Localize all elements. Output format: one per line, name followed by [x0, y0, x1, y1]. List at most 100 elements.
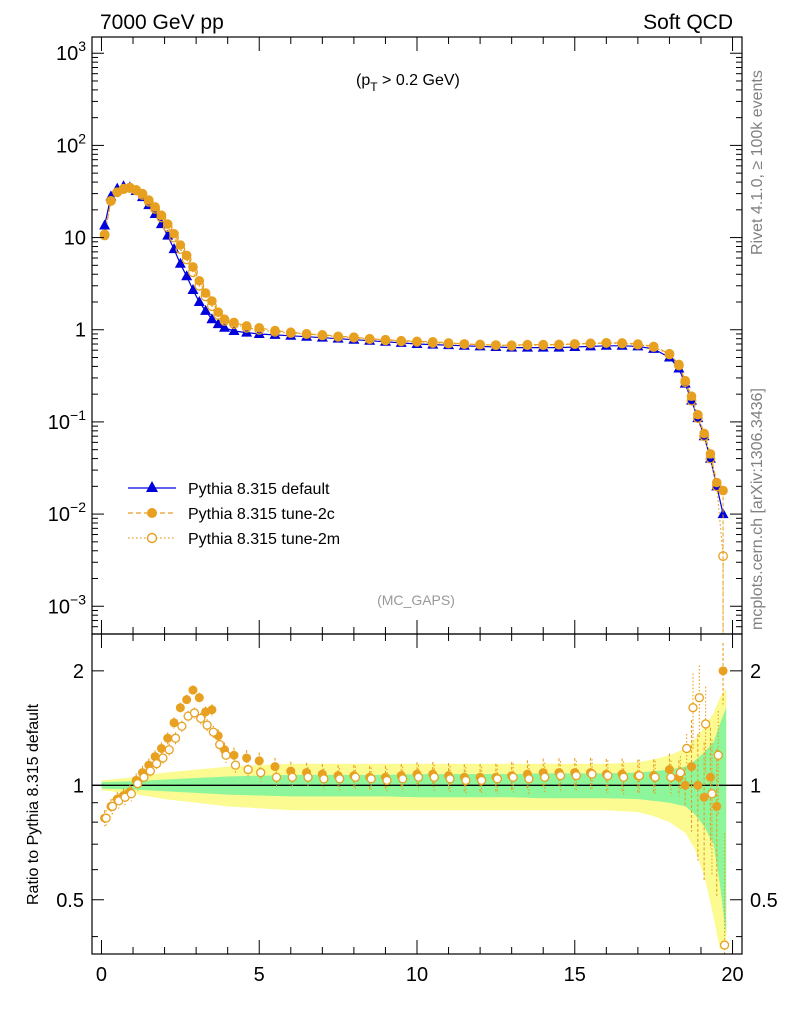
tune2m-point — [124, 183, 135, 193]
tune2c-point — [506, 340, 517, 350]
ratio-tune2m-point — [126, 789, 137, 799]
tune2c-point — [380, 334, 391, 345]
tune2m-point — [348, 332, 359, 343]
ratio-tune2m-point — [540, 772, 550, 782]
default-point — [717, 508, 729, 519]
ratio-tune2c-point — [169, 718, 179, 728]
ratio-tune2m-point — [634, 771, 645, 781]
tune2m-point — [241, 322, 252, 333]
tune2c-point — [349, 332, 359, 343]
ratio-axes: 0.5 0.5 1 1 2 2 — [56, 634, 778, 954]
tune2m-point — [443, 338, 454, 349]
tune2c-point — [554, 339, 564, 350]
tune2m-point — [427, 337, 438, 348]
tune2m-point — [554, 339, 564, 350]
legend-entry-default: Pythia 8.315 default — [128, 481, 330, 498]
tune2m-point — [699, 431, 710, 442]
tune2m-point — [459, 339, 470, 349]
tune2m-point — [686, 395, 697, 406]
ratio-tune2m-point — [177, 721, 187, 731]
ratio-tune2m-point — [151, 759, 162, 769]
ratio-tune2c-point — [182, 695, 192, 705]
tune2m-point — [200, 291, 211, 302]
legend-label-default: Pythia 8.315 default — [188, 481, 330, 498]
ratio-tune2c-point — [194, 693, 204, 703]
ratio-tune2m-point — [382, 775, 392, 786]
tune2m-point — [137, 190, 148, 200]
main-y-tick-label: 10−3 — [48, 591, 86, 618]
ratio-tune2m-point — [700, 719, 711, 729]
ratio-tune2m-point — [508, 772, 518, 782]
tune2m-point — [99, 229, 110, 240]
ratio-tune2m-point — [196, 713, 206, 723]
tune2c-point — [162, 219, 173, 229]
default-point — [193, 295, 205, 306]
tune2m-point — [194, 280, 205, 291]
tune2c-point — [648, 341, 659, 352]
tune2c-point — [412, 336, 422, 347]
tune2c-point — [301, 329, 312, 339]
tune2c-point — [194, 275, 205, 286]
tune2c-point — [364, 333, 375, 344]
legend-marker-tune2m — [146, 532, 158, 544]
main-series-layer — [99, 180, 729, 634]
ratio-tune2m-point — [101, 813, 111, 823]
pt-cut-p: (p — [356, 72, 370, 89]
pt-cut-rest: > 0.2 GeV) — [378, 72, 460, 89]
main-y-tick-label: 10−2 — [48, 499, 86, 526]
ratio-tune2m-point — [492, 774, 503, 784]
rivet-label: Rivet 4.1.0, ≥ 100k events — [749, 70, 766, 255]
ratio-tune2m-point — [555, 771, 566, 781]
ratio-tune2c-point — [705, 772, 715, 782]
tune2m-point — [156, 212, 167, 223]
ratio-tune2m-point — [158, 753, 168, 763]
tune2m-point — [175, 244, 186, 255]
ratio-y-tick-label-right: 1 — [750, 775, 761, 797]
ratio-tune2m-point — [650, 772, 660, 782]
tune2c-point — [254, 322, 265, 333]
tune2m-point — [648, 342, 659, 352]
tune2c-point — [569, 339, 580, 349]
default-point — [219, 321, 231, 332]
ratio-tune2m-point — [571, 771, 581, 781]
ratio-tune2m-point — [319, 774, 329, 784]
ratio-tune2m-point — [719, 940, 730, 950]
main-y-tick-label: 10−1 — [48, 407, 86, 434]
tune2c-point — [213, 307, 224, 317]
legend: Pythia 8.315 default Pythia 8.315 tune-2… — [128, 481, 340, 548]
tune2m-point — [105, 195, 116, 206]
main-y-tick-label: 10 — [64, 228, 86, 250]
tune2m-point — [150, 203, 161, 214]
ratio-tune2m-point — [215, 739, 225, 750]
tune2m-point — [475, 339, 486, 350]
ratio-tune2c-point — [699, 792, 709, 802]
pt-cut-sub: T — [370, 80, 378, 94]
tune2m-point — [364, 334, 375, 345]
ratio-tune2m-point — [303, 772, 313, 782]
tune2m-point — [538, 340, 549, 351]
ratio-frame — [91, 633, 743, 955]
default-point — [162, 229, 174, 240]
tune2c-point — [491, 340, 501, 350]
tune2c-point — [475, 339, 485, 350]
legend-marker-default — [146, 481, 158, 492]
tune2c-point — [522, 339, 533, 350]
ratio-tune2c-point — [718, 666, 728, 676]
ratio-tune2m-point — [603, 771, 613, 781]
ratio-tune2m-point — [202, 720, 212, 730]
ratio-tune2c-point — [680, 780, 690, 790]
tune2m-point — [680, 377, 691, 388]
ratio-tune2m-point — [694, 693, 704, 703]
default-point — [99, 219, 111, 230]
tune2c-point — [617, 338, 627, 348]
ratio-tune2m-point — [713, 750, 723, 760]
ratio-tune2m-point — [170, 733, 181, 743]
tune2m-point — [317, 330, 328, 341]
ratio-tune2c-point — [712, 801, 722, 811]
tune2c-point — [156, 210, 167, 220]
default-point — [206, 313, 218, 324]
tune2m-point — [380, 335, 391, 346]
x-tick-label: 10 — [406, 964, 428, 986]
